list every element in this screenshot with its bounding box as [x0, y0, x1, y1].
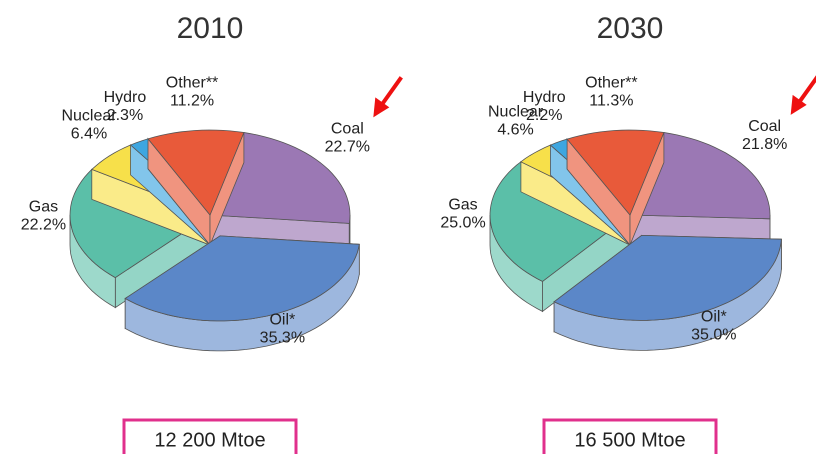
slice-value-label: 4.6%	[497, 121, 533, 138]
slice-value-label: 2.3%	[107, 107, 143, 124]
arrow	[797, 75, 816, 105]
slice-top	[629, 132, 771, 220]
slice-top	[147, 129, 245, 216]
note-box	[122, 418, 298, 454]
slice-value-label: 35.3%	[260, 329, 305, 346]
pie-slice	[124, 235, 360, 352]
slice-label: Hydro	[104, 89, 147, 106]
slice-top	[566, 129, 665, 216]
slice-value-label: 22.7%	[325, 139, 370, 156]
slice-label: Gas	[29, 199, 58, 216]
slice-label: Other**	[585, 74, 637, 91]
pie-slice	[147, 129, 245, 247]
slice-label: Hydro	[523, 89, 566, 106]
slice-value-label: 2.2%	[526, 107, 562, 124]
arrow-head	[373, 97, 390, 118]
chart-title: 2010	[177, 12, 244, 45]
chart-title: 2030	[597, 12, 664, 45]
slice-value-label: 25.0%	[440, 214, 485, 231]
slice-label: Other**	[166, 74, 218, 91]
slice-value-label: 6.4%	[71, 126, 107, 143]
slice-label: Nuclear	[61, 108, 117, 125]
slice-top	[209, 132, 351, 224]
note: 12 200 Mtoe	[154, 429, 265, 451]
slice-label: Oil*	[701, 309, 727, 326]
slice-value-label: 35.0%	[691, 327, 736, 344]
pie-slice	[553, 234, 782, 351]
pie-slice	[566, 129, 665, 247]
arrow	[379, 76, 403, 107]
slice-label: Gas	[448, 196, 477, 213]
note: 16 500 Mtoe	[574, 429, 685, 451]
slice-value-label: 11.3%	[589, 92, 633, 109]
slice-label: Coal	[748, 118, 781, 135]
slice-value-label: 21.8%	[742, 136, 787, 153]
arrow-head	[790, 94, 807, 115]
note-box	[542, 418, 718, 454]
slice-top	[124, 235, 360, 322]
slice-value-label: 22.2%	[21, 217, 66, 234]
slice-label: Coal	[331, 121, 364, 138]
slice-top	[553, 234, 782, 321]
slice-label: Oil*	[269, 311, 295, 328]
slice-label: Nuclear	[488, 103, 544, 120]
slice-value-label: 11.2%	[170, 92, 214, 109]
